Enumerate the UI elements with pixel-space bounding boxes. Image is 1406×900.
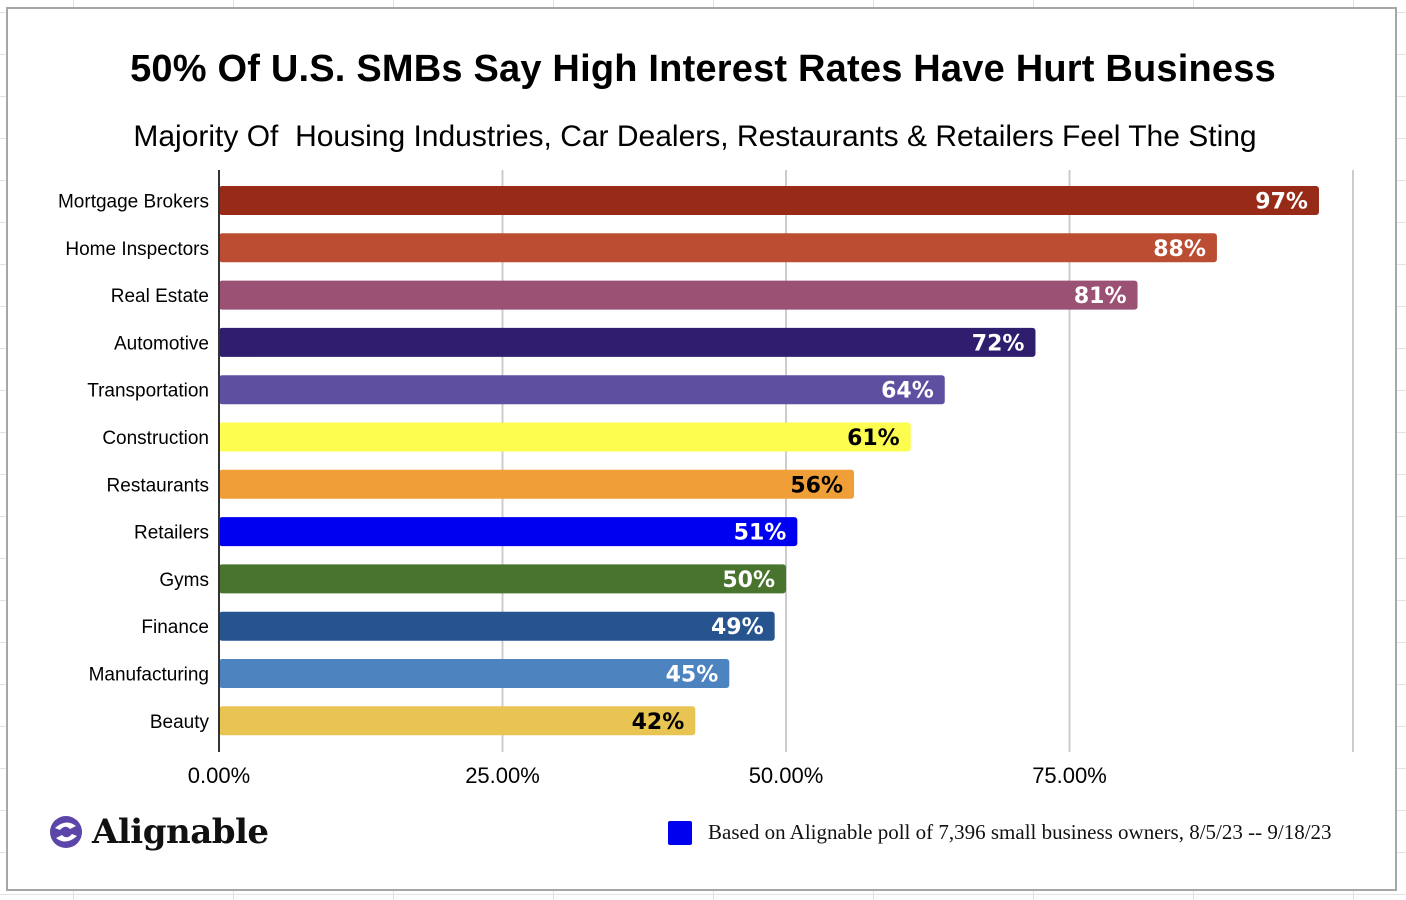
data-label: 72% <box>972 331 1025 356</box>
data-label: 88% <box>1153 237 1206 262</box>
data-label: 64% <box>881 379 934 404</box>
chart-title: 50% Of U.S. SMBs Say High Interest Rates… <box>130 48 1276 90</box>
x-tick-labels: 0.00% 25.00% 50.00% 75.00% <box>188 763 1107 788</box>
x-tick-label: 50.00% <box>749 763 824 788</box>
chart-subtitle: Majority Of Housing Industries, Car Deal… <box>133 120 1257 153</box>
bar-gyms <box>219 564 786 594</box>
bar-beauty <box>219 706 696 736</box>
bar-construction <box>219 422 911 452</box>
bar-restaurants <box>219 469 855 499</box>
category-label: Manufacturing <box>89 665 209 686</box>
data-label: 49% <box>711 615 764 640</box>
data-label: 56% <box>790 473 843 498</box>
category-label: Beauty <box>150 712 210 733</box>
category-labels: Mortgage Brokers Home Inspectors Real Esta… <box>58 192 210 733</box>
bar-finance <box>219 611 775 641</box>
logo-wordmark: Alignable <box>92 812 269 852</box>
legend-swatch <box>668 820 692 845</box>
category-label: Transportation <box>87 381 209 402</box>
category-label: Mortgage Brokers <box>58 192 209 213</box>
x-tick-label: 25.00% <box>465 763 540 788</box>
data-label: 50% <box>722 568 775 593</box>
data-label: 42% <box>632 710 685 735</box>
x-tick-label: 75.00% <box>1032 763 1107 788</box>
data-label: 81% <box>1074 284 1127 309</box>
data-label: 61% <box>847 426 900 451</box>
category-label: Restaurants <box>107 475 209 496</box>
bar-transportation <box>219 375 945 405</box>
data-label: 45% <box>666 663 719 688</box>
category-label: Automotive <box>114 333 209 354</box>
legend: Based on Alignable poll of 7,396 small b… <box>668 820 1332 845</box>
x-tick-label: 0.00% <box>188 763 250 788</box>
data-label: 97% <box>1255 190 1308 215</box>
alignable-logo-icon <box>50 816 82 848</box>
category-label: Gyms <box>159 570 209 591</box>
alignable-logo: Alignable <box>48 812 269 852</box>
data-labels: 97% 88% 81% 72% 64% 61%56%51% 50% 49% 45% 42% <box>632 190 1308 735</box>
bar-home-inspectors <box>219 233 1217 263</box>
data-label: 51% <box>734 521 787 546</box>
category-label: Home Inspectors <box>65 239 209 260</box>
category-label: Finance <box>141 617 209 638</box>
gridlines <box>501 170 1354 752</box>
bar-retailers <box>219 517 798 547</box>
bar-manufacturing <box>219 659 730 688</box>
bar-real-estate <box>219 280 1138 310</box>
category-label: Real Estate <box>111 286 209 307</box>
category-label: Construction <box>102 428 209 449</box>
bar-mortgage-brokers <box>219 186 1319 215</box>
bar-automotive <box>219 327 1036 357</box>
legend-label: Based on Alignable poll of 7,396 small b… <box>708 820 1332 844</box>
bars <box>219 186 1319 736</box>
category-label: Retailers <box>134 523 209 544</box>
